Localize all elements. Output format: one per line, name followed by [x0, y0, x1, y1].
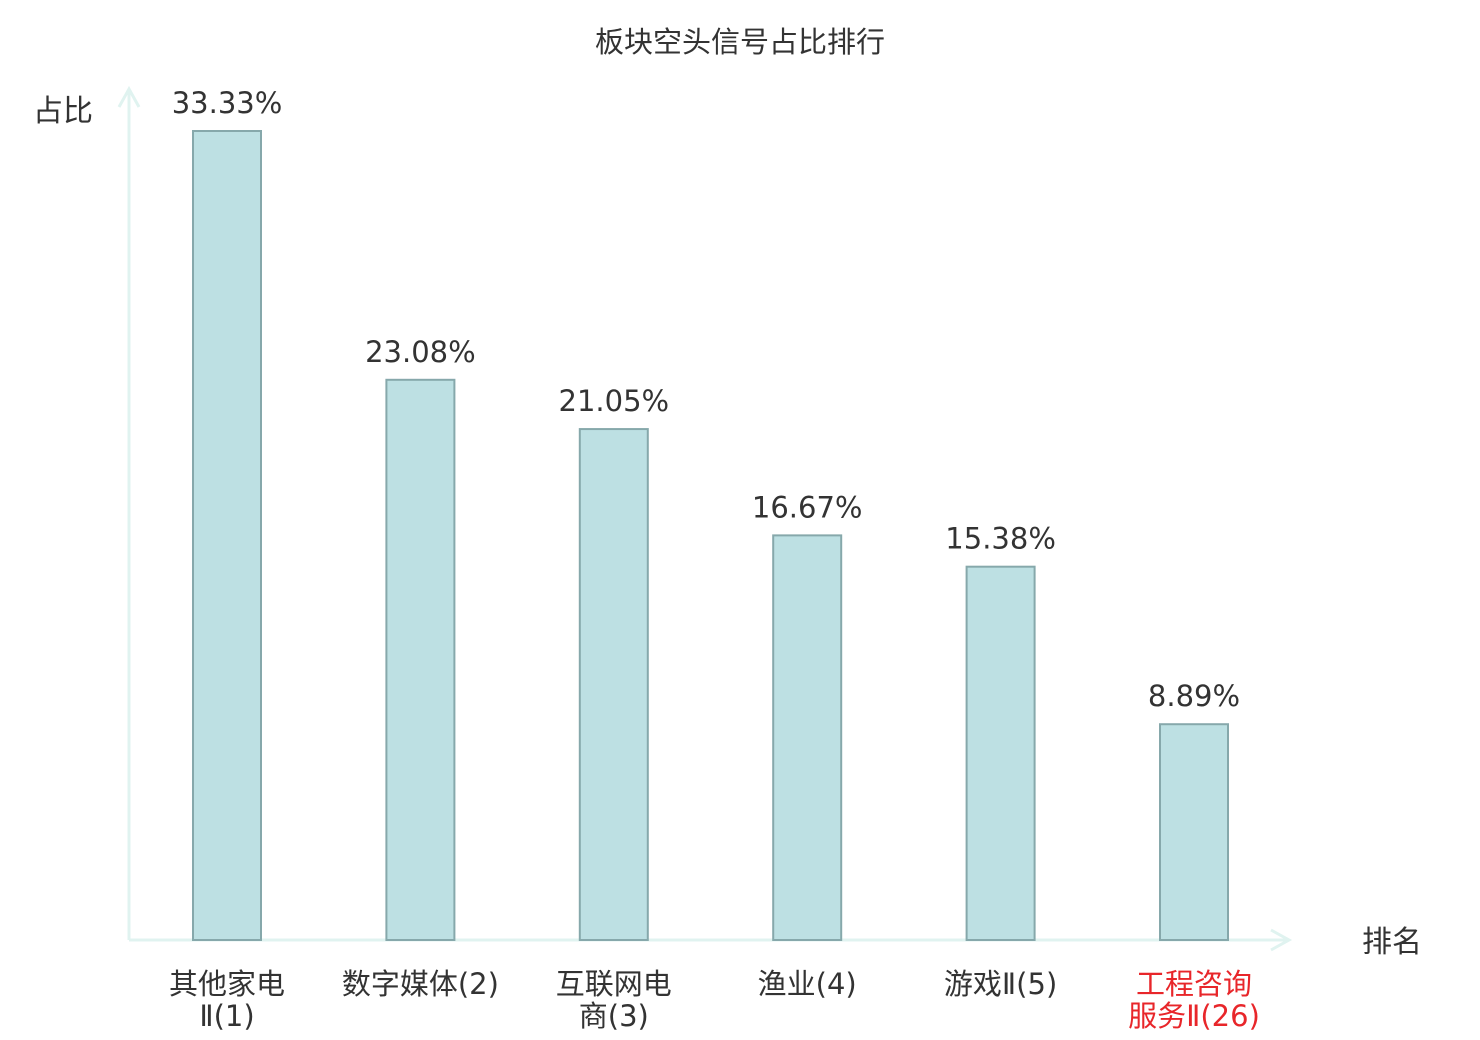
- data-label: 15.38%: [945, 522, 1056, 556]
- category-tick-label-line: 游戏Ⅱ(5): [944, 967, 1057, 1001]
- category-tick-label-line: Ⅱ(1): [199, 999, 254, 1033]
- category-tick-label: 其他家电 Ⅱ(1): [169, 967, 285, 1033]
- category-tick-label-line: 互联网电: [556, 967, 672, 1001]
- category-tick-label-line: 数字媒体(2): [342, 967, 499, 1001]
- category-tick-label: 游戏Ⅱ(5): [944, 967, 1057, 1001]
- bar: [1159, 723, 1229, 942]
- x-axis-label: 排名: [1362, 925, 1422, 960]
- category-tick-label: 数字媒体(2): [342, 967, 499, 1001]
- bar: [578, 428, 649, 941]
- value-labels: 33.33% 23.08% 21.05% 16.67% 15.38% 8.89%: [172, 86, 1240, 713]
- chart-title: 板块空头信号占比排行: [595, 25, 885, 59]
- data-label: 23.08%: [365, 335, 476, 369]
- category-tick-label: 渔业(4): [758, 967, 857, 1001]
- category-tick-label-line: 商(3): [579, 999, 649, 1033]
- category-tick-label: 互联网电商(3): [556, 967, 672, 1033]
- x-axis-arrow: [1270, 928, 1293, 952]
- bar: [192, 130, 262, 941]
- category-tick-label-line: 工程咨询: [1136, 967, 1252, 1001]
- bar: [385, 378, 456, 942]
- bar: [965, 565, 1036, 941]
- y-axis-arrow: [117, 85, 141, 108]
- category-tick-label-line: 服务Ⅱ(26): [1128, 999, 1260, 1033]
- axes: [117, 85, 1293, 952]
- data-label: 33.33%: [172, 86, 283, 120]
- category-tick-label-line: 渔业(4): [758, 967, 857, 1001]
- category-labels: 其他家电 Ⅱ(1) 数字媒体(2) 互联网电商(3) 渔业(4) 游戏Ⅱ(5) 工程咨询服务…: [169, 967, 1260, 1033]
- bars: [192, 130, 1229, 942]
- category-tick-label: 工程咨询服务Ⅱ(26): [1128, 967, 1260, 1033]
- category-tick-label-line: 其他家电: [169, 967, 285, 1001]
- data-label: 16.67%: [752, 490, 863, 524]
- data-label: 8.89%: [1148, 679, 1240, 713]
- bar: [772, 534, 843, 942]
- data-label: 21.05%: [559, 384, 670, 418]
- y-axis-label: 占比: [33, 94, 93, 129]
